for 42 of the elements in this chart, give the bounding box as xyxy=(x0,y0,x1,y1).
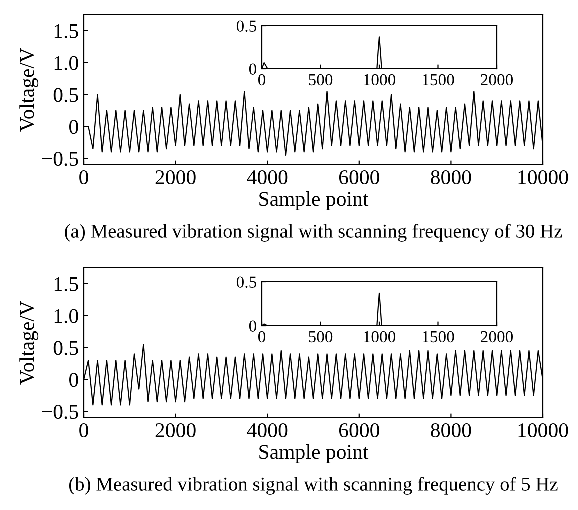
x-tick-label: 1000 xyxy=(364,331,396,343)
x-tick-label: 6000 xyxy=(339,170,380,185)
x-tick-label: 8000 xyxy=(431,423,472,438)
y-tick-label: 1.5 xyxy=(54,24,78,38)
y-tick-label: 1.5 xyxy=(54,277,78,292)
x-tick-label: 1500 xyxy=(423,74,454,86)
x-tick-label: 0 xyxy=(258,331,266,343)
x-axis-title: Sample point xyxy=(260,444,369,464)
x-tick-label: 6000 xyxy=(339,423,380,438)
x-tick-label: 8000 xyxy=(431,170,472,185)
y-tick-label: −0.5 xyxy=(42,404,78,420)
x-tick-label: 2000 xyxy=(156,423,196,438)
x-tick-label: 4000 xyxy=(247,170,288,185)
y-tick-label: 1.0 xyxy=(54,56,78,70)
y-tick-label: 1.0 xyxy=(54,309,78,324)
x-tick-label: 2000 xyxy=(481,331,514,343)
y-axis-title: Voltage/V xyxy=(20,48,39,132)
x-tick-label: 0 xyxy=(80,170,88,185)
x-tick-label: 0 xyxy=(80,423,88,438)
x-tick-label: 2000 xyxy=(156,170,196,185)
y-tick-label: 0 xyxy=(249,320,257,332)
x-tick-label: 2000 xyxy=(481,74,514,86)
x-tick-label: 0 xyxy=(258,74,266,86)
y-tick-label: 0 xyxy=(249,64,257,75)
text: (a) Measured vibration signal with scanning frequency of 30 Hz xyxy=(65,224,562,242)
y-axis-title: Voltage/V xyxy=(20,301,39,385)
x-tick-label: 500 xyxy=(309,331,333,343)
y-tick-label: 0 xyxy=(70,120,78,134)
x-tick-label: 10000 xyxy=(518,170,568,185)
x-tick-label: 10000 xyxy=(518,423,568,438)
x-axis-title: Sample point xyxy=(260,192,369,210)
y-tick-label: 0.5 xyxy=(54,88,78,102)
x-tick-label: 1000 xyxy=(364,74,396,86)
x-tick-label: 4000 xyxy=(247,423,288,438)
x-tick-label: 1500 xyxy=(423,331,454,343)
y-tick-label: 0.5 xyxy=(236,276,256,288)
y-tick-label: 0 xyxy=(70,373,78,388)
text: (b) Measured vibration signal with scanning frequency of 5 Hz xyxy=(69,477,558,495)
x-tick-label: 500 xyxy=(309,74,333,86)
y-tick-label: 0.5 xyxy=(236,20,256,32)
y-tick-label: −0.5 xyxy=(42,152,78,166)
y-tick-label: 0.5 xyxy=(54,341,78,356)
